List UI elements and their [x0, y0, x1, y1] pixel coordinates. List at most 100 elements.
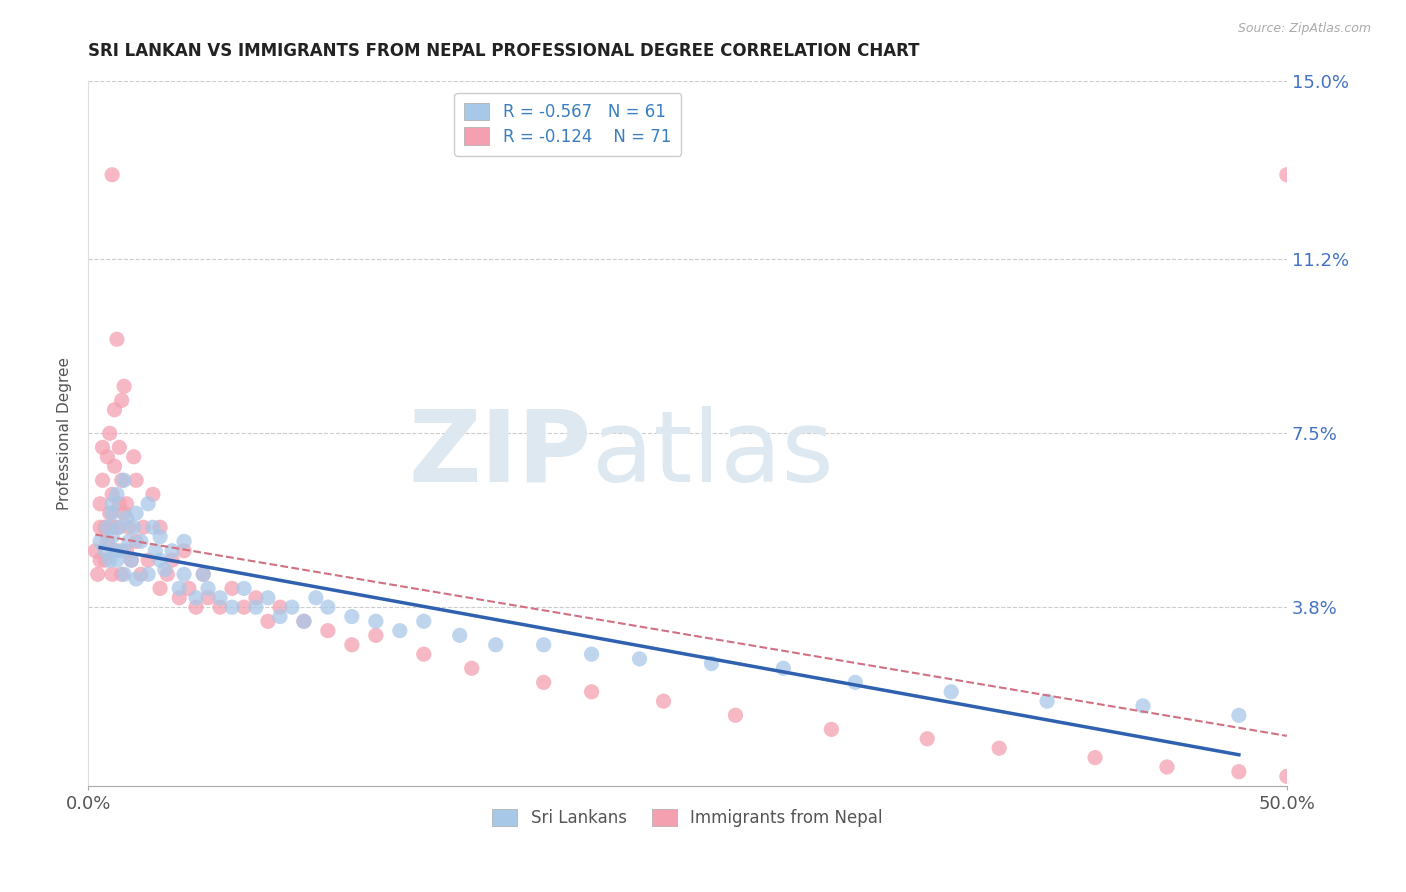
Point: [105, 487, 128, 501]
Point: [89, 520, 111, 534]
Point: [820, 723, 842, 737]
Point: [149, 530, 172, 544]
Point: [89, 497, 111, 511]
Point: [125, 572, 148, 586]
Point: [221, 582, 243, 596]
Point: [91, 473, 114, 487]
Point: [105, 520, 128, 534]
Point: [281, 600, 304, 615]
Point: [1227, 708, 1250, 723]
Point: [115, 511, 138, 525]
Point: [167, 582, 190, 596]
Point: [118, 534, 141, 549]
Point: [305, 591, 328, 605]
Point: [89, 534, 111, 549]
Point: [652, 694, 675, 708]
Point: [136, 553, 159, 567]
Point: [193, 567, 215, 582]
Point: [412, 615, 434, 629]
Point: [233, 600, 256, 615]
Point: [112, 473, 135, 487]
Legend: Sri Lankans, Immigrants from Nepal: Sri Lankans, Immigrants from Nepal: [485, 803, 889, 834]
Point: [111, 543, 134, 558]
Point: [1084, 750, 1107, 764]
Point: [257, 591, 280, 605]
Point: [292, 615, 315, 629]
Point: [122, 450, 145, 464]
Point: [724, 708, 747, 723]
Text: SRI LANKAN VS IMMIGRANTS FROM NEPAL PROFESSIONAL DEGREE CORRELATION CHART: SRI LANKAN VS IMMIGRANTS FROM NEPAL PROF…: [89, 42, 920, 60]
Point: [108, 520, 131, 534]
Point: [103, 459, 125, 474]
Point: [108, 441, 131, 455]
Point: [988, 741, 1011, 756]
Point: [160, 553, 183, 567]
Point: [115, 497, 138, 511]
Point: [136, 497, 159, 511]
Point: [160, 543, 183, 558]
Point: [245, 600, 267, 615]
Point: [412, 647, 434, 661]
Point: [91, 441, 114, 455]
Point: [96, 534, 118, 549]
Point: [111, 567, 134, 582]
Point: [197, 582, 219, 596]
Point: [112, 379, 135, 393]
Point: [177, 582, 200, 596]
Point: [142, 487, 165, 501]
Point: [941, 685, 963, 699]
Point: [94, 553, 117, 567]
Point: [581, 685, 603, 699]
Point: [125, 534, 148, 549]
Point: [221, 600, 243, 615]
Point: [1036, 694, 1059, 708]
Point: [132, 520, 155, 534]
Point: [269, 609, 291, 624]
Point: [915, 731, 938, 746]
Point: [136, 567, 159, 582]
Point: [149, 553, 172, 567]
Point: [101, 520, 124, 534]
Point: [105, 553, 128, 567]
Text: Source: ZipAtlas.com: Source: ZipAtlas.com: [1237, 22, 1371, 36]
Point: [364, 628, 387, 642]
Point: [142, 520, 165, 534]
Point: [118, 520, 141, 534]
Point: [533, 638, 555, 652]
Text: atlas: atlas: [592, 406, 834, 503]
Point: [1275, 168, 1298, 182]
Point: [111, 393, 134, 408]
Point: [143, 543, 166, 558]
Point: [184, 600, 207, 615]
Point: [98, 553, 121, 567]
Point: [388, 624, 411, 638]
Point: [533, 675, 555, 690]
Point: [103, 543, 125, 558]
Point: [340, 638, 363, 652]
Point: [1275, 769, 1298, 783]
Point: [149, 582, 172, 596]
Point: [125, 473, 148, 487]
Point: [125, 506, 148, 520]
Point: [101, 567, 124, 582]
Point: [581, 647, 603, 661]
Point: [122, 520, 145, 534]
Point: [105, 332, 128, 346]
Point: [485, 638, 508, 652]
Point: [101, 497, 124, 511]
Point: [101, 487, 124, 501]
Point: [184, 591, 207, 605]
Point: [101, 530, 124, 544]
Point: [844, 675, 866, 690]
Point: [193, 567, 215, 582]
Point: [108, 497, 131, 511]
Point: [98, 506, 121, 520]
Text: ZIP: ZIP: [409, 406, 592, 503]
Point: [245, 591, 267, 605]
Point: [103, 402, 125, 417]
Point: [1156, 760, 1178, 774]
Point: [112, 567, 135, 582]
Point: [94, 520, 117, 534]
Point: [208, 591, 231, 605]
Point: [292, 615, 315, 629]
